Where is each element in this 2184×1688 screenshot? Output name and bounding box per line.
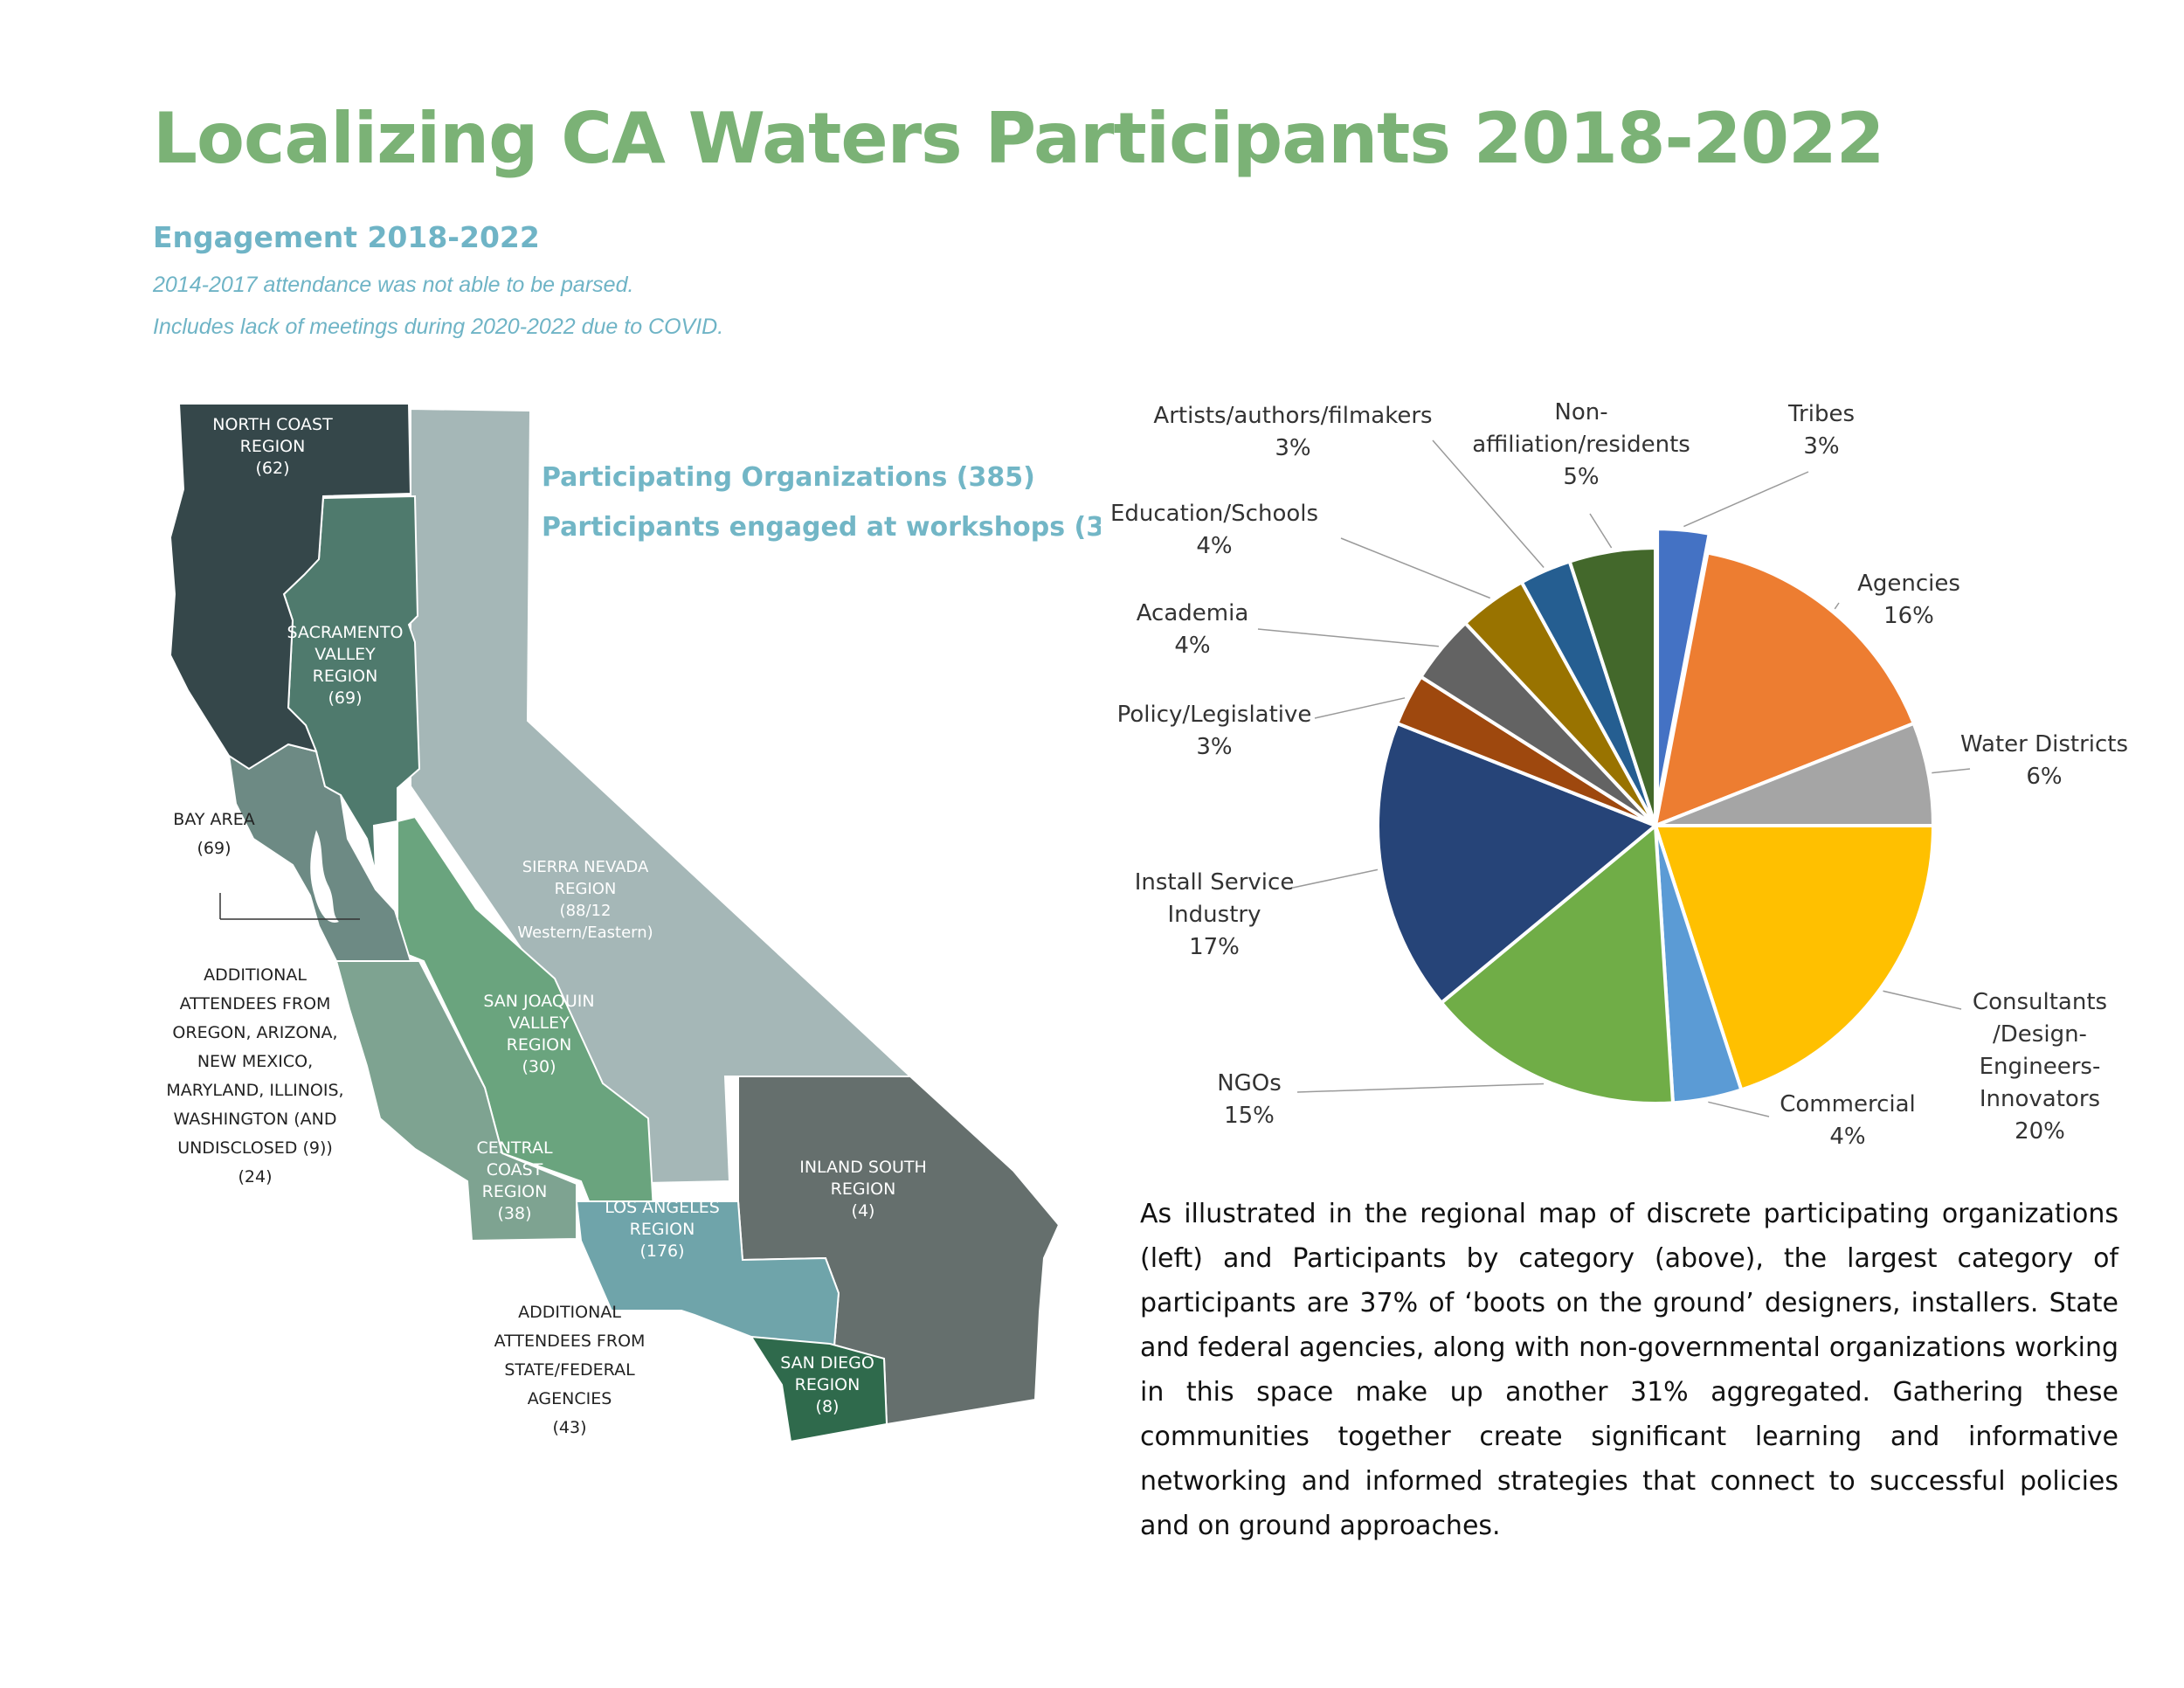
pie-label: Water Districts 6%: [1960, 731, 2128, 790]
pie-label: Policy/Legislative 3%: [1117, 702, 1312, 760]
label-north-coast: NORTH COAST REGION (62): [212, 415, 333, 478]
pie-leader-line: [1883, 990, 1962, 1010]
pie-label: Artists/authors/filmakers 3%: [1153, 403, 1432, 461]
label-additional-agencies: ADDITIONAL ATTENDEES FROM STATE/FEDERAL AGE…: [494, 1303, 646, 1437]
pie-labels: Tribes 3% Agencies 16% Water Districts 6% Cons…: [1110, 399, 2128, 1150]
pie-leader-lines: [1257, 439, 1971, 1117]
summary-paragraph: As illustrated in the regional map of di…: [1140, 1199, 2118, 1541]
pie-label: Education/Schools 4%: [1110, 501, 1318, 559]
pie-label: Tribes 3%: [1787, 401, 1855, 460]
region-central-coast: [335, 960, 577, 1242]
pie-leader-line: [1708, 1101, 1770, 1117]
pie-leader-line: [1292, 868, 1379, 889]
label-san-diego: SAN DIEGO REGION (8): [780, 1353, 874, 1416]
label-los-angeles: LOS ANGELES REGION (176): [605, 1198, 720, 1261]
pie-label: Academia 4%: [1137, 600, 1249, 659]
pie-label: Commercial 4%: [1780, 1091, 1916, 1150]
stat-organizations: Participating Organizations (385): [542, 462, 1035, 493]
label-sacramento: SACRAMENTO VALLEY REGION (69): [287, 623, 404, 708]
pie-leader-line: [1296, 1083, 1545, 1093]
pie-leader-line: [1432, 439, 1545, 568]
pie-slice-ngos: [1439, 821, 1676, 1105]
pie-label: NGOs 15%: [1217, 1070, 1282, 1129]
pie-slice-agencies: [1653, 550, 1917, 829]
pie-leader-line: [1314, 697, 1406, 719]
pie-label: Consultants/Design-Engineers-Innovators 2…: [1973, 989, 2107, 1145]
pie-label: Agencies 16%: [1857, 571, 1960, 629]
pie-leader-line: [1834, 602, 1840, 610]
pie-slice-consultants-design-engineers-innovators: [1653, 824, 1936, 1092]
participants-pie-chart: Tribes 3% Agencies 16% Water Districts 6% Cons…: [1110, 399, 2128, 1150]
page-title: Localizing CA Waters Participants 2018-2…: [153, 98, 1884, 179]
label-additional-states: ADDITIONAL ATTENDEES FROM OREGON, ARIZONA,…: [166, 965, 343, 1186]
note-covid: Includes lack of meetings during 2020-20…: [153, 315, 724, 339]
sf-bay-water: [310, 830, 339, 923]
label-central-coast: CENTRAL COAST REGION (38): [476, 1138, 553, 1223]
pie-leader-line: [1340, 537, 1491, 599]
california-region-map: NORTH COAST REGION (62) SACRAMENTO VALLEY RE…: [166, 403, 1101, 1443]
pie-leader-line: [1589, 513, 1613, 549]
pie-label: Install Service Industry 17%: [1135, 869, 1295, 960]
region-san-diego: [750, 1335, 888, 1443]
label-sierra: SIERRA NEVADA REGION (88/12 Western/Eastern…: [517, 858, 653, 942]
pie-slice-non-affiliation-residents: [1567, 545, 1657, 827]
label-bay-area: BAY AREA (69): [173, 810, 254, 858]
region-sierra-nevada: [410, 407, 913, 1186]
stat-participants: Participants engaged at workshops (3,740…: [542, 512, 1101, 543]
label-inland-south: INLAND SOUTH REGION (4): [799, 1158, 927, 1221]
pie-slice-install-service-industry: [1376, 721, 1659, 1006]
page-subtitle: Engagement 2018-2022: [153, 220, 540, 254]
pie-leader-line: [1683, 471, 1809, 528]
pie-leader-line: [1257, 628, 1439, 647]
pie-slice-tribes: [1655, 527, 1711, 807]
note-attendance: 2014-2017 attendance was not able to be …: [153, 273, 634, 297]
pie-leader-line: [1932, 768, 1971, 774]
pie-slices: [1376, 527, 1936, 1105]
region-north-coast: [169, 403, 412, 771]
label-san-joaquin: SAN JOAQUIN VALLEY REGION (30): [483, 992, 594, 1076]
pie-slice-water-districts: [1655, 721, 1936, 827]
pie-label: Non-affiliation/residents 5%: [1472, 399, 1690, 490]
